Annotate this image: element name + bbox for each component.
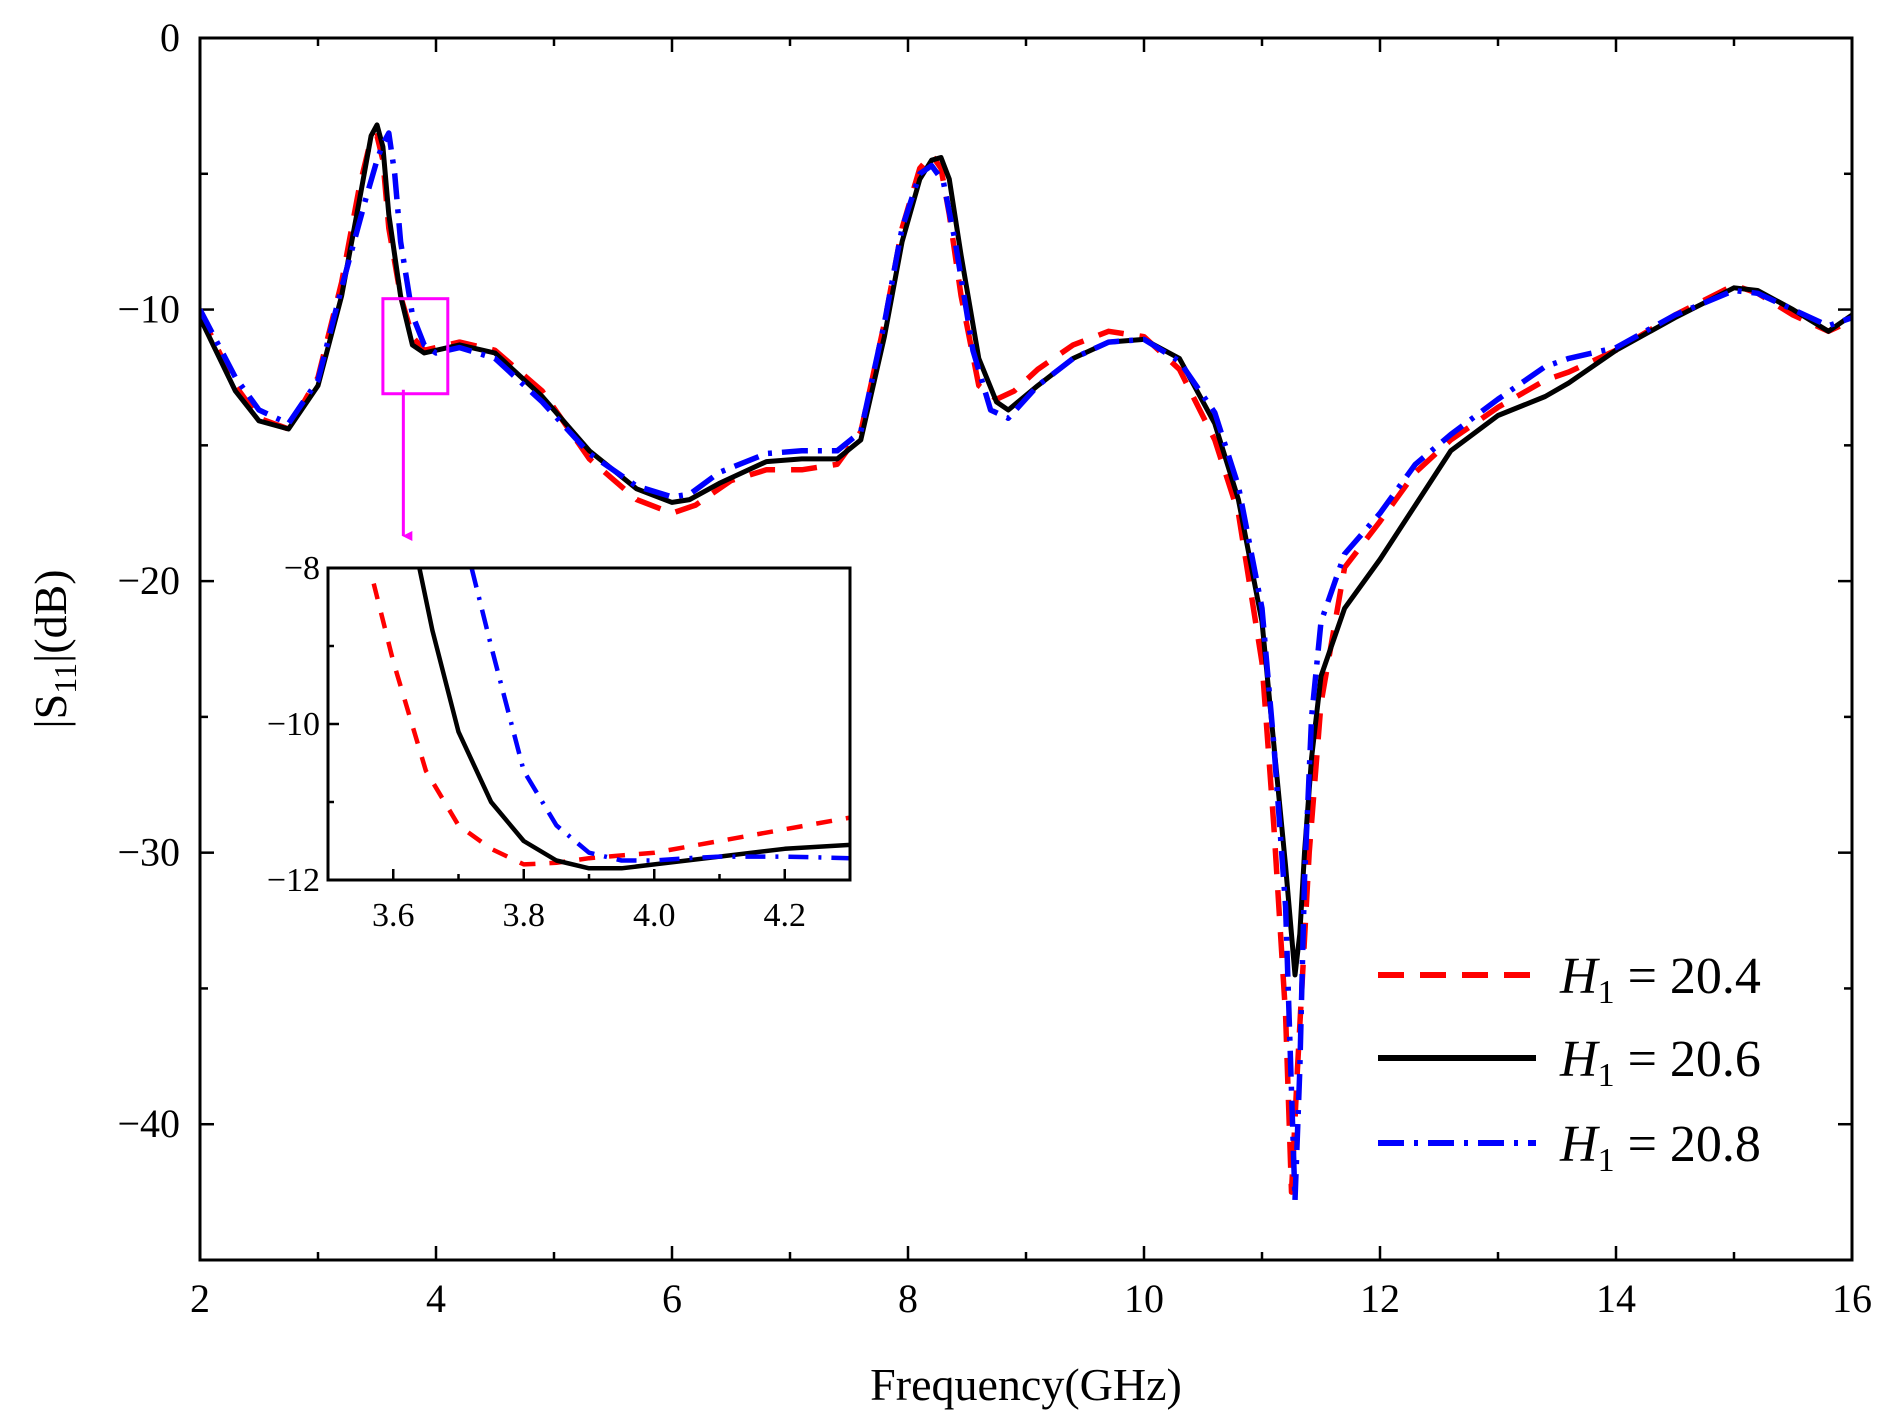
inset-x-tick-label: 4.0: [633, 897, 676, 934]
legend: H1 = 20.4H1 = 20.6H1 = 20.8: [1378, 948, 1761, 1179]
x-tick-label: 4: [426, 1276, 446, 1321]
inset-series-line-2: [417, 568, 850, 871]
legend-label-sub: 1: [1598, 1142, 1615, 1179]
y-axis-title-suffix: |(dB): [25, 569, 76, 663]
legend-label-3: H1 = 20.8: [1559, 1116, 1761, 1179]
inset-y-tick-label: −12: [267, 862, 320, 899]
x-tick-labels: 2 4 6 8 10 12 14 16: [190, 1276, 1872, 1321]
inset-plot: 3.6 3.8 4.0 4.2 −8 −10 −12: [267, 550, 852, 934]
inset-frame: [326, 566, 852, 882]
y-tick-label: −10: [117, 287, 180, 332]
inset-x-tick-label: 4.2: [764, 897, 807, 934]
y-axis-title-subscript: 11: [47, 663, 83, 694]
inset-x-tick-labels: 3.6 3.8 4.0 4.2: [372, 897, 806, 934]
y-tick-label: −40: [117, 1101, 180, 1146]
zoom-indicator: [381, 297, 450, 541]
x-tick-label: 6: [662, 1276, 682, 1321]
series-line-2: [200, 122, 1852, 978]
y-axis-title-prefix: |S: [25, 694, 76, 729]
legend-label-sub: 1: [1598, 974, 1615, 1011]
legend-label-rest: = 20.4: [1615, 948, 1761, 1005]
inset-x-tick-label: 3.6: [372, 897, 415, 934]
legend-label-var: H: [1559, 1116, 1600, 1173]
legend-label-2: H1 = 20.6: [1559, 1031, 1761, 1094]
x-axis-title: Frequency(GHz): [870, 1359, 1182, 1410]
legend-label-var: H: [1559, 1031, 1600, 1088]
x-tick-label: 10: [1124, 1276, 1164, 1321]
y-tick-label: −20: [117, 558, 180, 603]
y-tick-label: −30: [117, 830, 180, 875]
inset-series-line-1: [371, 583, 850, 867]
inset-y-tick-label: −10: [267, 706, 320, 743]
x-tick-label: 14: [1596, 1276, 1636, 1321]
x-tick-label: 2: [190, 1276, 210, 1321]
inset-series-line-3: [469, 568, 850, 863]
legend-label-rest: = 20.6: [1615, 1031, 1761, 1088]
inset-x-tick-label: 3.8: [503, 897, 546, 934]
x-tick-label: 12: [1360, 1276, 1400, 1321]
x-tick-label: 16: [1832, 1276, 1872, 1321]
legend-label-var: H: [1559, 948, 1600, 1005]
y-tick-labels: 0 −10 −20 −30 −40: [117, 15, 180, 1146]
legend-label-1: H1 = 20.4: [1559, 948, 1761, 1011]
inset-series-group: [371, 568, 850, 871]
main-plot: 2 4 6 8 10 12 14 16 0 −10 −20 −30 −40: [117, 15, 1872, 1321]
inset-y-tick-labels: −8 −10 −12: [267, 550, 320, 899]
inset-y-tick-label: −8: [284, 550, 320, 587]
x-tick-label: 8: [898, 1276, 918, 1321]
legend-label-rest: = 20.8: [1615, 1116, 1761, 1173]
zoom-region-box: [381, 297, 450, 396]
legend-label-sub: 1: [1598, 1057, 1615, 1094]
inset-background: [328, 568, 850, 880]
plot-frame: [198, 36, 1854, 1262]
main-series-group: [200, 122, 1852, 1204]
y-axis-title: |S11|(dB): [25, 569, 83, 728]
y-tick-label: 0: [160, 15, 180, 60]
